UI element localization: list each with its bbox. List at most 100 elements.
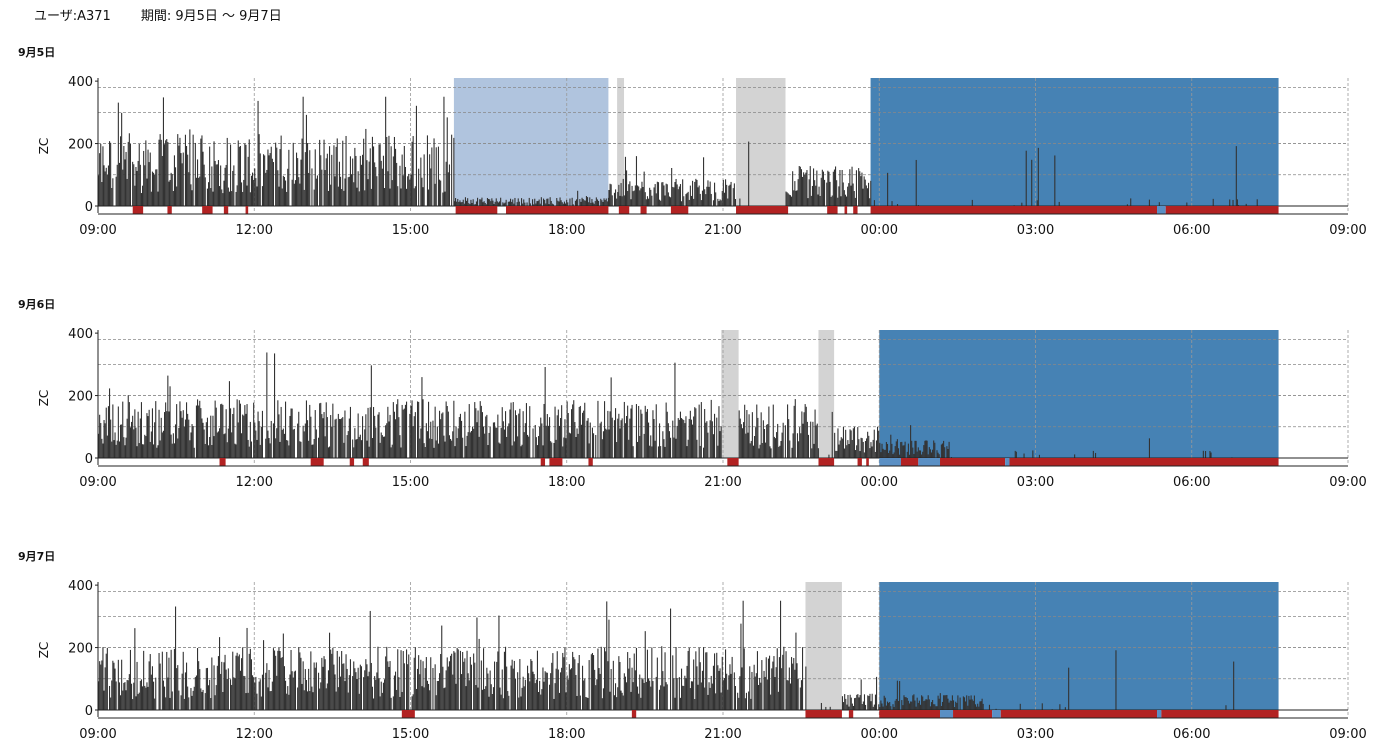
activity-bar — [421, 177, 423, 206]
activity-bar — [921, 454, 923, 458]
activity-bar — [125, 437, 127, 458]
activity-bar — [315, 429, 317, 458]
activity-bar — [209, 146, 211, 206]
activity-bar — [138, 143, 140, 206]
activity-bar — [660, 200, 662, 206]
y-tick-label: 0 — [85, 704, 93, 719]
activity-bar — [220, 673, 222, 710]
activity-bar — [320, 402, 322, 458]
activity-bar — [505, 199, 507, 206]
activity-bar — [343, 663, 345, 710]
activity-bar — [426, 680, 428, 710]
activity-bar — [406, 188, 408, 206]
activity-bar — [916, 697, 918, 710]
activity-bar — [863, 452, 865, 458]
activity-bar — [128, 402, 130, 458]
activity-bar — [873, 429, 875, 458]
activity-bar — [105, 167, 107, 206]
activity-bar — [613, 192, 616, 206]
activity-bar — [512, 199, 514, 206]
activity-bar — [377, 414, 379, 458]
activity-bar — [305, 400, 307, 458]
activity-bar — [201, 691, 203, 710]
activity-bar — [773, 436, 775, 458]
activity-bar — [862, 701, 864, 710]
activity-bar — [962, 696, 964, 710]
activity-bar — [346, 435, 348, 458]
activity-bar — [773, 656, 775, 710]
activity-bar — [925, 440, 927, 458]
activity-bar — [183, 426, 185, 458]
activity-bar — [751, 412, 753, 458]
activity-bar — [404, 404, 406, 458]
activity-bar — [144, 165, 146, 206]
activity-bar — [565, 692, 567, 710]
activity-bar — [452, 431, 454, 458]
x-tick-label: 00:00 — [861, 223, 898, 238]
activity-bar — [320, 682, 322, 710]
activity-bar — [654, 184, 656, 206]
activity-bar — [121, 112, 123, 206]
activity-bar — [677, 189, 679, 206]
activity-bar — [941, 443, 944, 458]
activity-bar — [674, 182, 676, 206]
activity-bar — [242, 414, 244, 458]
activity-bar — [664, 446, 666, 458]
activity-bar — [231, 432, 233, 458]
activity-bar — [816, 170, 818, 206]
activity-bar — [289, 415, 291, 458]
activity-bar — [101, 438, 103, 458]
activity-bar — [930, 452, 933, 458]
activity-bar — [792, 433, 794, 458]
activity-bar — [682, 419, 684, 458]
activity-bar — [136, 446, 138, 458]
activity-bar — [190, 432, 192, 458]
activity-bar — [901, 441, 903, 458]
low-activity-marker — [588, 458, 593, 466]
activity-bar — [683, 196, 685, 206]
activity-bar — [455, 683, 457, 710]
activity-bar — [325, 158, 327, 206]
activity-bar — [329, 146, 331, 206]
activity-bar — [1186, 202, 1188, 206]
activity-bar — [803, 172, 805, 206]
activity-bar — [249, 192, 251, 206]
activity-bar — [665, 682, 667, 710]
activity-bar — [534, 198, 536, 206]
x-tick-label: 06:00 — [1173, 223, 1210, 238]
activity-bar — [238, 400, 240, 458]
activity-bar — [357, 413, 359, 458]
activity-bar — [700, 682, 702, 710]
activity-bar — [836, 450, 838, 458]
activity-bar — [393, 675, 395, 710]
activity-bar — [491, 198, 493, 206]
activity-bar — [182, 410, 184, 458]
activity-bar — [318, 672, 320, 710]
activity-bar — [136, 661, 138, 710]
activity-bar — [849, 169, 851, 206]
activity-bar — [789, 440, 791, 458]
activity-bar — [444, 687, 446, 710]
activity-bar — [311, 444, 313, 458]
activity-bar — [649, 187, 651, 206]
activity-bar — [335, 418, 337, 458]
y-axis-label: ZC — [37, 642, 51, 659]
activity-bar — [545, 672, 547, 710]
activity-bar — [290, 408, 292, 458]
activity-bar — [445, 670, 447, 710]
activity-bar — [495, 198, 497, 206]
activity-bar — [875, 440, 878, 458]
activity-bar — [258, 421, 260, 458]
activity-bar — [154, 698, 156, 710]
activity-bar — [1015, 451, 1017, 458]
activity-bar — [973, 695, 975, 710]
activity-bar — [511, 659, 513, 710]
activity-bar — [441, 625, 443, 710]
activity-bar — [555, 668, 557, 710]
activity-bar — [498, 442, 500, 458]
activity-bar — [885, 705, 887, 710]
activity-bar — [329, 446, 331, 458]
activity-bar — [483, 201, 485, 206]
activity-bar — [539, 680, 541, 710]
activity-bar — [445, 401, 447, 458]
